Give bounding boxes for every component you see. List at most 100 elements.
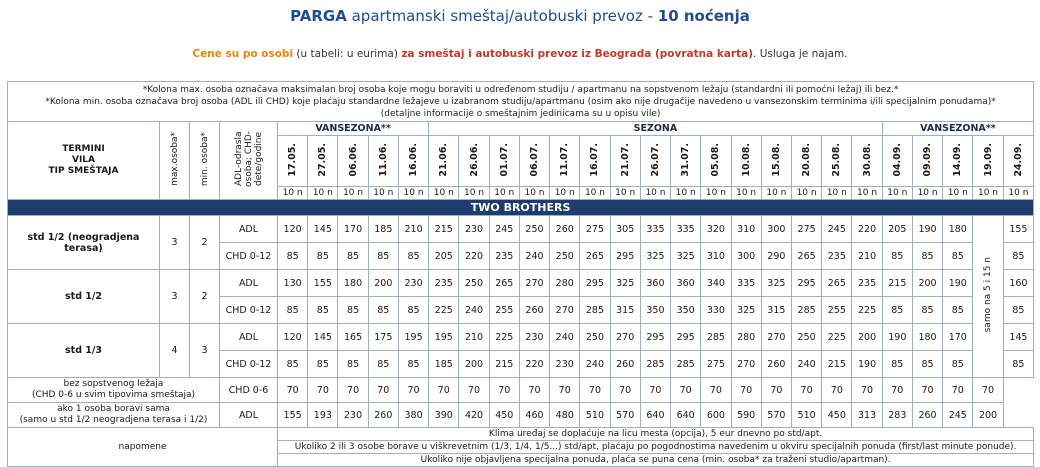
- extra-label-line: (samo u std 1/2 neogradjena terasa i 1/2…: [19, 415, 208, 425]
- price-cell: 70: [337, 377, 369, 403]
- price-cell: 285: [670, 350, 702, 378]
- price-cell: 320: [700, 215, 732, 243]
- date-label: 16.07.: [589, 142, 601, 177]
- price-cell: 190: [911, 215, 944, 243]
- price-cell: 85: [367, 350, 399, 378]
- price-cell: 70: [881, 377, 913, 403]
- price-cell: 295: [609, 242, 641, 270]
- price-cell: 85: [881, 242, 913, 270]
- date-label: 11.07.: [559, 142, 571, 177]
- price-cell: 70: [700, 377, 732, 403]
- price-cell: 85: [942, 296, 974, 324]
- price-cell: 480: [549, 402, 581, 428]
- price-cell: 210: [397, 215, 430, 243]
- price-cell: 180: [911, 323, 944, 351]
- min-header: min. osoba*: [189, 121, 220, 200]
- price-cell: 255: [488, 296, 520, 324]
- napomene-line: Klima uređaj se doplaćuje na licu mesta …: [276, 427, 1035, 441]
- price-cell: 70: [397, 377, 430, 403]
- price-cell: 250: [790, 323, 823, 351]
- date-label: 25.08.: [831, 142, 843, 177]
- price-cell: 350: [639, 296, 672, 324]
- price-cell: 295: [579, 269, 611, 297]
- date-label: 24.09.: [1012, 142, 1024, 177]
- age-category: CHD 0-12: [219, 350, 278, 378]
- price-cell: 300: [730, 242, 762, 270]
- date-label: 09.09.: [922, 142, 934, 177]
- page-title: PARGA apartmanski smeštaj/autobuski prev…: [290, 7, 750, 25]
- price-cell: 85: [881, 296, 913, 324]
- price-row: std 1/2 3 2 ADL 130 155 180 200 230 235 250 265 270 2…: [7, 269, 1035, 324]
- age-category: CHD 0-12: [219, 296, 278, 324]
- price-cell: 230: [397, 269, 430, 297]
- price-cell: 330: [700, 296, 732, 324]
- max-header: max.osoba*: [159, 121, 190, 200]
- price-cell: 85: [881, 350, 913, 378]
- price-cell: 460: [518, 402, 551, 428]
- date-header: 21.07.: [609, 135, 641, 187]
- nights-cell: 10 n: [670, 186, 702, 200]
- price-cell: 185: [428, 350, 460, 378]
- price-cell: 305: [609, 215, 641, 243]
- price-cell: 315: [609, 296, 641, 324]
- date-header: 09.09.: [911, 135, 944, 187]
- price-cell: 145: [307, 323, 339, 351]
- nights-cell: 10 n: [518, 186, 551, 200]
- price-cell: 120: [276, 215, 309, 243]
- date-label: 01.07.: [498, 142, 510, 177]
- max-persons: 3: [159, 269, 190, 324]
- price-cell: 70: [488, 377, 520, 403]
- date-header: 21.06.: [428, 135, 460, 187]
- date-label: 26.06.: [468, 142, 480, 177]
- date-label: 14.09.: [952, 142, 964, 177]
- price-cell: 70: [458, 377, 490, 403]
- date-header: 06.06.: [337, 135, 369, 187]
- price-cell: 275: [579, 215, 611, 243]
- nights-cell: 10 n: [609, 186, 641, 200]
- date-header: 27.05.: [307, 135, 339, 187]
- nights-cell: 10 n: [730, 186, 762, 200]
- price-cell: 85: [337, 350, 369, 378]
- price-cell: 245: [488, 215, 520, 243]
- price-cell: 250: [549, 242, 581, 270]
- price-cell: 450: [488, 402, 520, 428]
- price-cell: 250: [458, 269, 490, 297]
- price-cell: 70: [790, 377, 823, 403]
- price-cell: 180: [337, 269, 369, 297]
- date-label: 31.07.: [680, 142, 692, 177]
- price-cell: 85: [942, 242, 974, 270]
- date-label: 06.07.: [528, 142, 540, 177]
- min-persons: 2: [189, 215, 220, 270]
- price-cell: 290: [760, 242, 792, 270]
- price-cell: 85: [911, 242, 944, 270]
- date-header: 04.09.: [881, 135, 913, 187]
- price-cell: 640: [670, 402, 702, 428]
- price-cell: 215: [881, 269, 913, 297]
- max-persons: 3: [159, 215, 190, 270]
- price-cell: 600: [700, 402, 732, 428]
- price-cell: 250: [579, 323, 611, 351]
- date-header: 19.09.: [972, 135, 1004, 187]
- nights-cell: 10 n: [458, 186, 490, 200]
- price-cell: 85: [307, 296, 339, 324]
- nights-cell: 10 n: [307, 186, 339, 200]
- price-cell: 230: [518, 323, 551, 351]
- price-cell: 130: [276, 269, 309, 297]
- date-header: 30.08.: [851, 135, 883, 187]
- nights-cell: 10 n: [881, 186, 913, 200]
- price-cell: 205: [881, 215, 913, 243]
- price-cell: 70: [549, 377, 581, 403]
- price-cell: 155: [276, 402, 309, 428]
- price-cell: 70: [851, 377, 883, 403]
- samo-note: samo na 5 i 15 n: [983, 257, 993, 333]
- age-category: ADL: [219, 323, 278, 351]
- date-label: 06.06.: [347, 142, 359, 177]
- price-row: std 1/3 4 3 ADL 120 145 165 175 195 195 210 225 230 2…: [7, 323, 1035, 378]
- nights-cell: 10 n: [790, 186, 823, 200]
- date-header: 11.06.: [367, 135, 399, 187]
- date-header: 01.07.: [488, 135, 520, 187]
- date-label: 19.09.: [982, 142, 994, 177]
- napomene-line: Ukoliko nije objavljena specijalna ponud…: [276, 453, 1035, 467]
- price-cell: 335: [670, 215, 702, 243]
- price-cell: 85: [276, 296, 309, 324]
